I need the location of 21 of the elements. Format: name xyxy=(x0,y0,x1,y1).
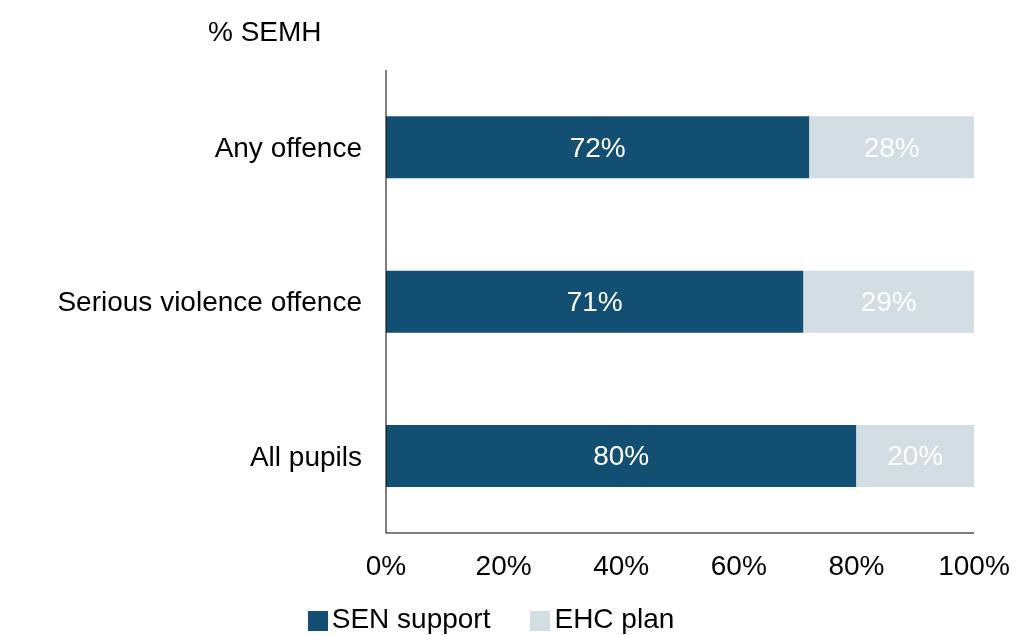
legend-label: EHC plan xyxy=(554,603,675,634)
legend-label: SEN support xyxy=(331,603,491,634)
x-tick-label: 100% xyxy=(938,549,1010,581)
bar xyxy=(386,424,857,487)
bar xyxy=(809,116,974,179)
chart-title: % SEMH xyxy=(208,16,322,48)
x-tick-label: 0% xyxy=(365,549,407,581)
bar xyxy=(386,270,804,333)
data-label: 72% xyxy=(569,131,626,163)
y-tick-label: Serious violence offence xyxy=(57,286,362,318)
bar xyxy=(386,116,810,179)
bar xyxy=(803,270,974,333)
x-tick-label: 40% xyxy=(593,549,650,581)
data-label: 80% xyxy=(593,440,650,472)
bar xyxy=(856,424,974,487)
x-tick-label: 80% xyxy=(828,549,885,581)
x-tick-label: 20% xyxy=(475,549,532,581)
x-tick-label: 60% xyxy=(710,549,767,581)
y-tick-label: Any offence xyxy=(214,132,362,164)
data-label: 71% xyxy=(566,286,623,318)
y-tick-label: All pupils xyxy=(249,440,362,472)
